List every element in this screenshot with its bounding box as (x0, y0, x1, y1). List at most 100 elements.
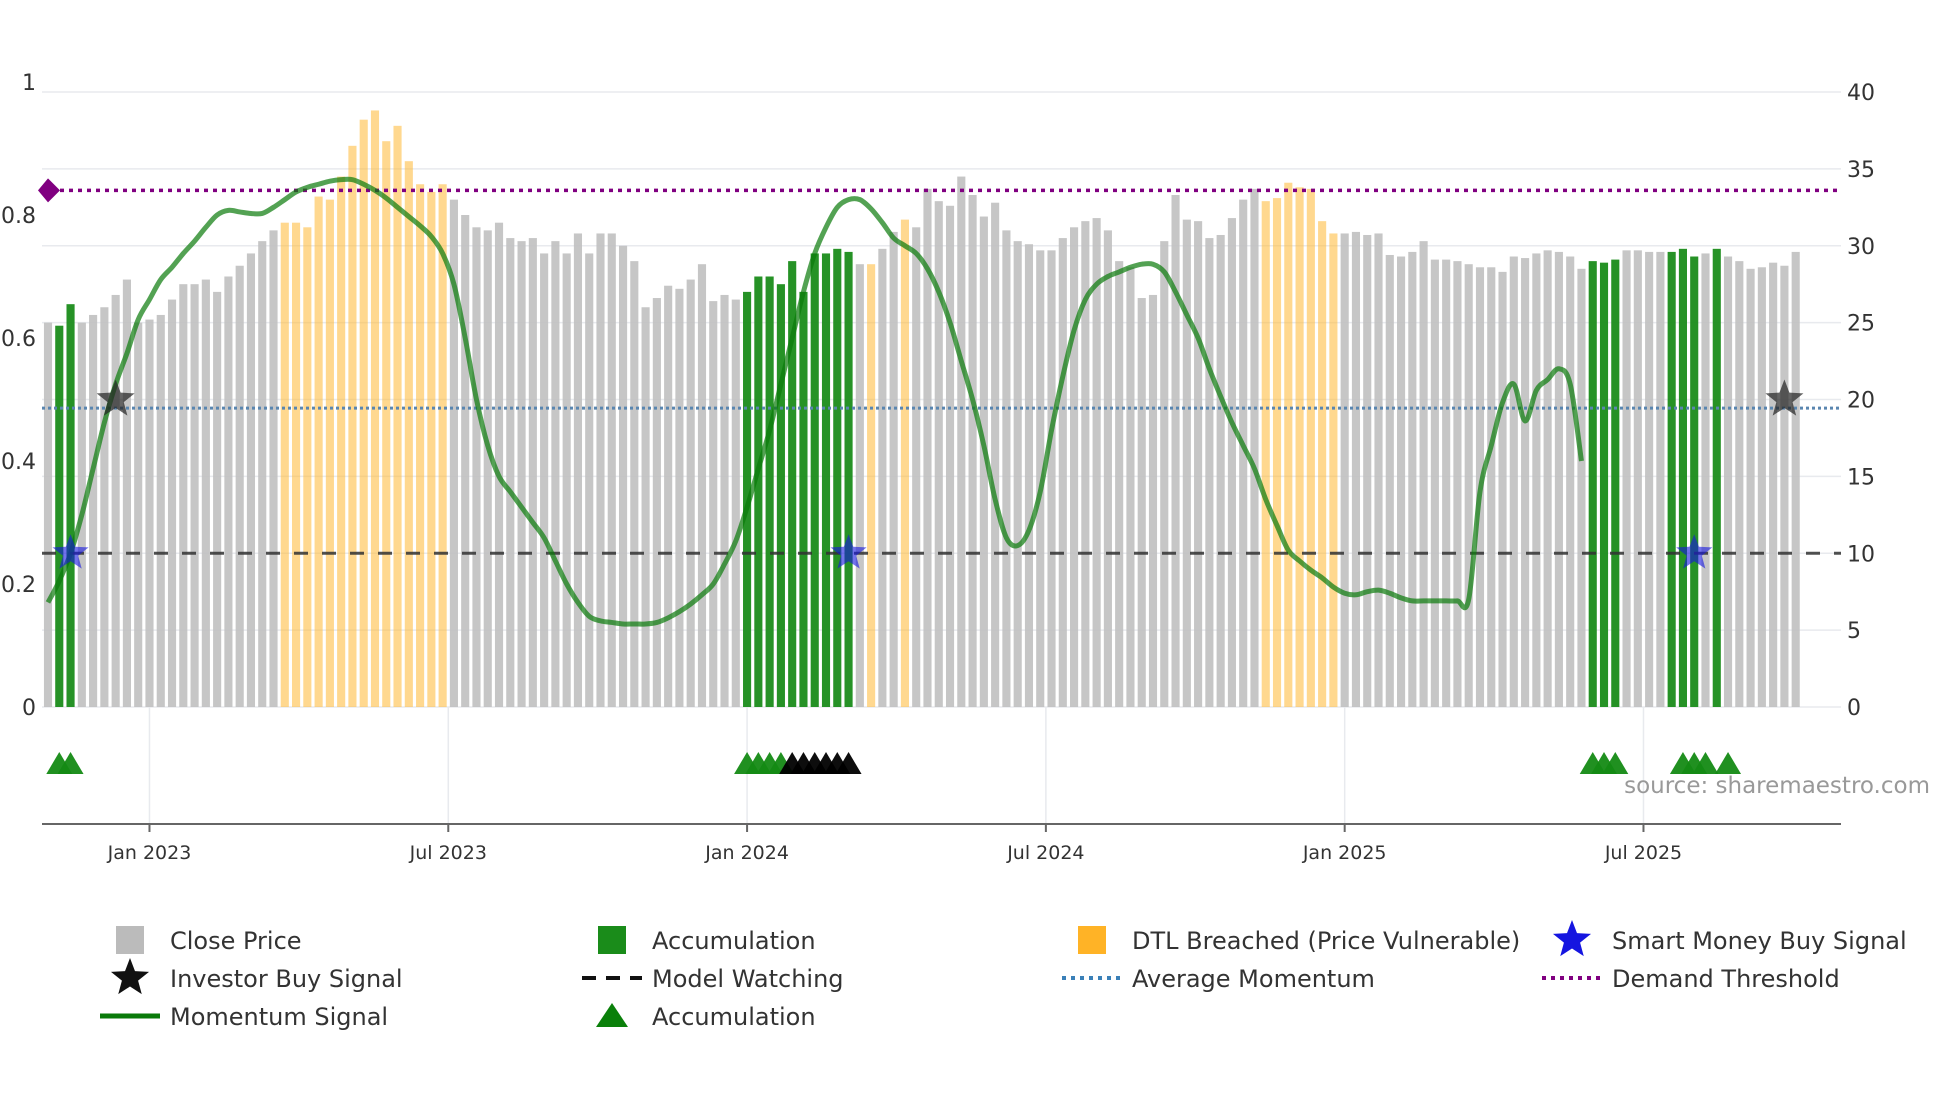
close-price-bar (213, 291, 222, 707)
close-price-bar (461, 215, 470, 707)
legend-label: DTL Breached (Price Vulnerable) (1132, 927, 1520, 955)
close-price-bar (122, 279, 131, 707)
close-price-bar (1746, 268, 1755, 707)
left-tick-label: 0.2 (1, 573, 36, 598)
close-price-bar (1182, 219, 1191, 708)
x-tick-label: Jan 2024 (704, 842, 789, 864)
close-price-bar (540, 253, 549, 707)
right-tick-label: 40 (1847, 81, 1875, 106)
close-price-bar (1385, 254, 1394, 707)
accumulation-triangle (57, 752, 84, 774)
legend-label: Accumulation (652, 1003, 816, 1031)
close-price-bar (472, 227, 481, 708)
close-price-bar (1453, 261, 1462, 707)
close-price-bar (664, 285, 673, 707)
left-tick-label: 0.8 (1, 204, 36, 229)
dtl-breached-bar (314, 196, 323, 708)
accumulation-bar (810, 253, 819, 707)
close-price-bar (1487, 267, 1496, 707)
accumulation-bar (833, 248, 842, 707)
x-tick-label: Jul 2023 (409, 842, 487, 864)
close-price-bar (585, 253, 594, 707)
legend-star (110, 958, 150, 995)
close-price-bar (1532, 253, 1541, 707)
close-price-bar (1498, 271, 1507, 707)
close-price-bar (269, 230, 278, 707)
right-tick-label: 25 (1847, 312, 1875, 337)
accumulation-bar (1690, 256, 1699, 707)
legend-star (1552, 920, 1592, 957)
close-price-bar (675, 288, 684, 707)
price-bars (43, 110, 1800, 708)
accumulation-triangle (1715, 752, 1742, 774)
close-price-bar (224, 276, 233, 707)
x-tick-label: Jan 2023 (107, 842, 192, 864)
close-price-bar (449, 199, 458, 707)
x-tick-label: Jan 2025 (1302, 842, 1387, 864)
dtl-breached-bar (337, 176, 346, 707)
close-price-bar (855, 264, 864, 707)
close-price-bar (697, 264, 707, 707)
accumulation-bar (1611, 259, 1620, 707)
x-tick-label: Jul 2024 (1006, 842, 1084, 864)
close-price-bar (235, 265, 244, 707)
legend-triangle (596, 1003, 628, 1027)
close-price-bar (1013, 241, 1022, 707)
close-price-bar (1363, 234, 1372, 708)
close-price-bar (889, 231, 898, 707)
close-price-bar (1701, 253, 1710, 707)
reference-lines (38, 178, 1841, 555)
accumulation-triangle (1602, 752, 1629, 774)
close-price-bar (630, 261, 639, 707)
left-tick-label: 0.6 (1, 327, 36, 352)
legend-swatch (1078, 926, 1106, 954)
investor-buy-star (1765, 379, 1804, 416)
close-price-bar (1554, 251, 1563, 707)
accumulation-strip (46, 752, 1742, 774)
investor-buy-star (96, 379, 135, 416)
close-price-bar (1408, 251, 1417, 707)
legend-label: Accumulation (652, 927, 816, 955)
accumulation-bar (1588, 261, 1597, 707)
accumulation-bar (66, 304, 75, 707)
legend-label: Model Watching (652, 965, 844, 993)
momentum-signal-line (45, 176, 1584, 627)
left-tick-label: 1 (22, 71, 36, 96)
close-price-bar (1250, 188, 1259, 708)
dtl-breached-bar (1318, 221, 1327, 707)
accumulation-bar (844, 251, 853, 707)
close-price-bar (1769, 262, 1778, 707)
dtl-breached-bar (1295, 187, 1304, 707)
dtl-breached-bar (438, 184, 447, 707)
close-price-bar (1577, 268, 1586, 707)
close-price-bar (1070, 227, 1079, 708)
close-price-bar (1396, 256, 1406, 707)
dtl-breached-bar (393, 125, 402, 707)
close-price-bar (1656, 251, 1665, 707)
close-price-bar (1543, 250, 1552, 708)
close-price-bar (1419, 241, 1428, 707)
close-price-bar (1464, 264, 1473, 707)
accumulation-triangle (1692, 752, 1719, 774)
close-price-bar (506, 238, 515, 707)
close-price-bar (246, 253, 256, 707)
close-price-bar (179, 284, 188, 707)
right-tick-label: 30 (1847, 235, 1875, 260)
legend-label: Smart Money Buy Signal (1612, 927, 1907, 955)
accumulation-bar (1678, 248, 1688, 707)
accumulation-bar (55, 325, 64, 707)
source-caption: source: sharemaestro.com (1624, 773, 1930, 799)
close-price-bar (258, 241, 267, 707)
dtl-breached-bar (427, 191, 436, 707)
smart-money-buy-star (830, 534, 867, 569)
close-price-bar (1024, 244, 1034, 707)
left-tick-label: 0 (22, 696, 36, 721)
close-price-bar (1521, 258, 1530, 707)
close-price-bar (111, 294, 120, 707)
accumulation-bar (776, 284, 785, 707)
close-price-bar (562, 253, 571, 707)
close-price-bar (1047, 250, 1056, 708)
close-price-bar (1227, 218, 1236, 707)
right-tick-label: 20 (1847, 389, 1875, 414)
